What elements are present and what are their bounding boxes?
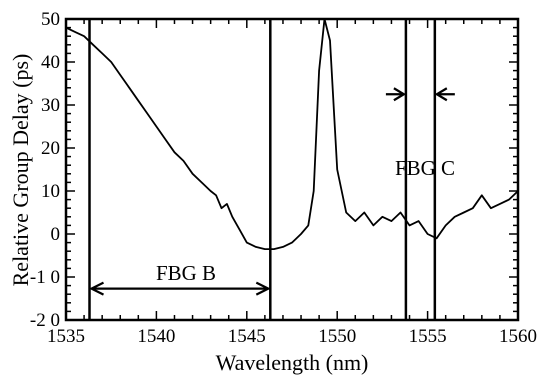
y-tick-label: -2 0 [30, 310, 60, 331]
y-tick-label: 50 [41, 9, 60, 30]
fbg-b-left-arrowhead [89, 281, 104, 296]
fbg-c-right-arrowhead [434, 87, 448, 102]
y-tick-label: 10 [41, 181, 60, 202]
y-tick-label: 40 [41, 52, 60, 73]
x-tick-label: 1550 [318, 326, 356, 347]
y-tick-label: -1 0 [30, 267, 60, 288]
x-axis-title: Wavelength (nm) [216, 350, 369, 375]
fbg-b-right-arrowhead [255, 281, 271, 296]
series-line-0 [66, 19, 518, 250]
annotation-fbg-b: FBG B [156, 261, 216, 285]
x-tick-label: 1545 [228, 326, 266, 347]
y-tick-label: 0 [51, 224, 61, 245]
axes: 1535 1540 1545 1550 1555 1560 -2 0 -1 0 0 10 20 30 4… [30, 9, 537, 347]
x-tick-label: 1560 [499, 326, 537, 347]
x-tick-label: 1555 [409, 326, 447, 347]
y-axis-title: Relative Group Delay (ps) [8, 54, 33, 287]
plot-frame [64, 17, 520, 322]
x-tick-label: 1535 [47, 326, 85, 347]
annotation-fbg-c: FBG C [395, 156, 455, 180]
y-tick-label: 20 [41, 138, 60, 159]
x-tick-label: 1540 [137, 326, 175, 347]
plot-content [66, 19, 518, 320]
fbg-c-left-arrowhead [393, 87, 407, 102]
y-tick-label: 30 [41, 95, 60, 116]
